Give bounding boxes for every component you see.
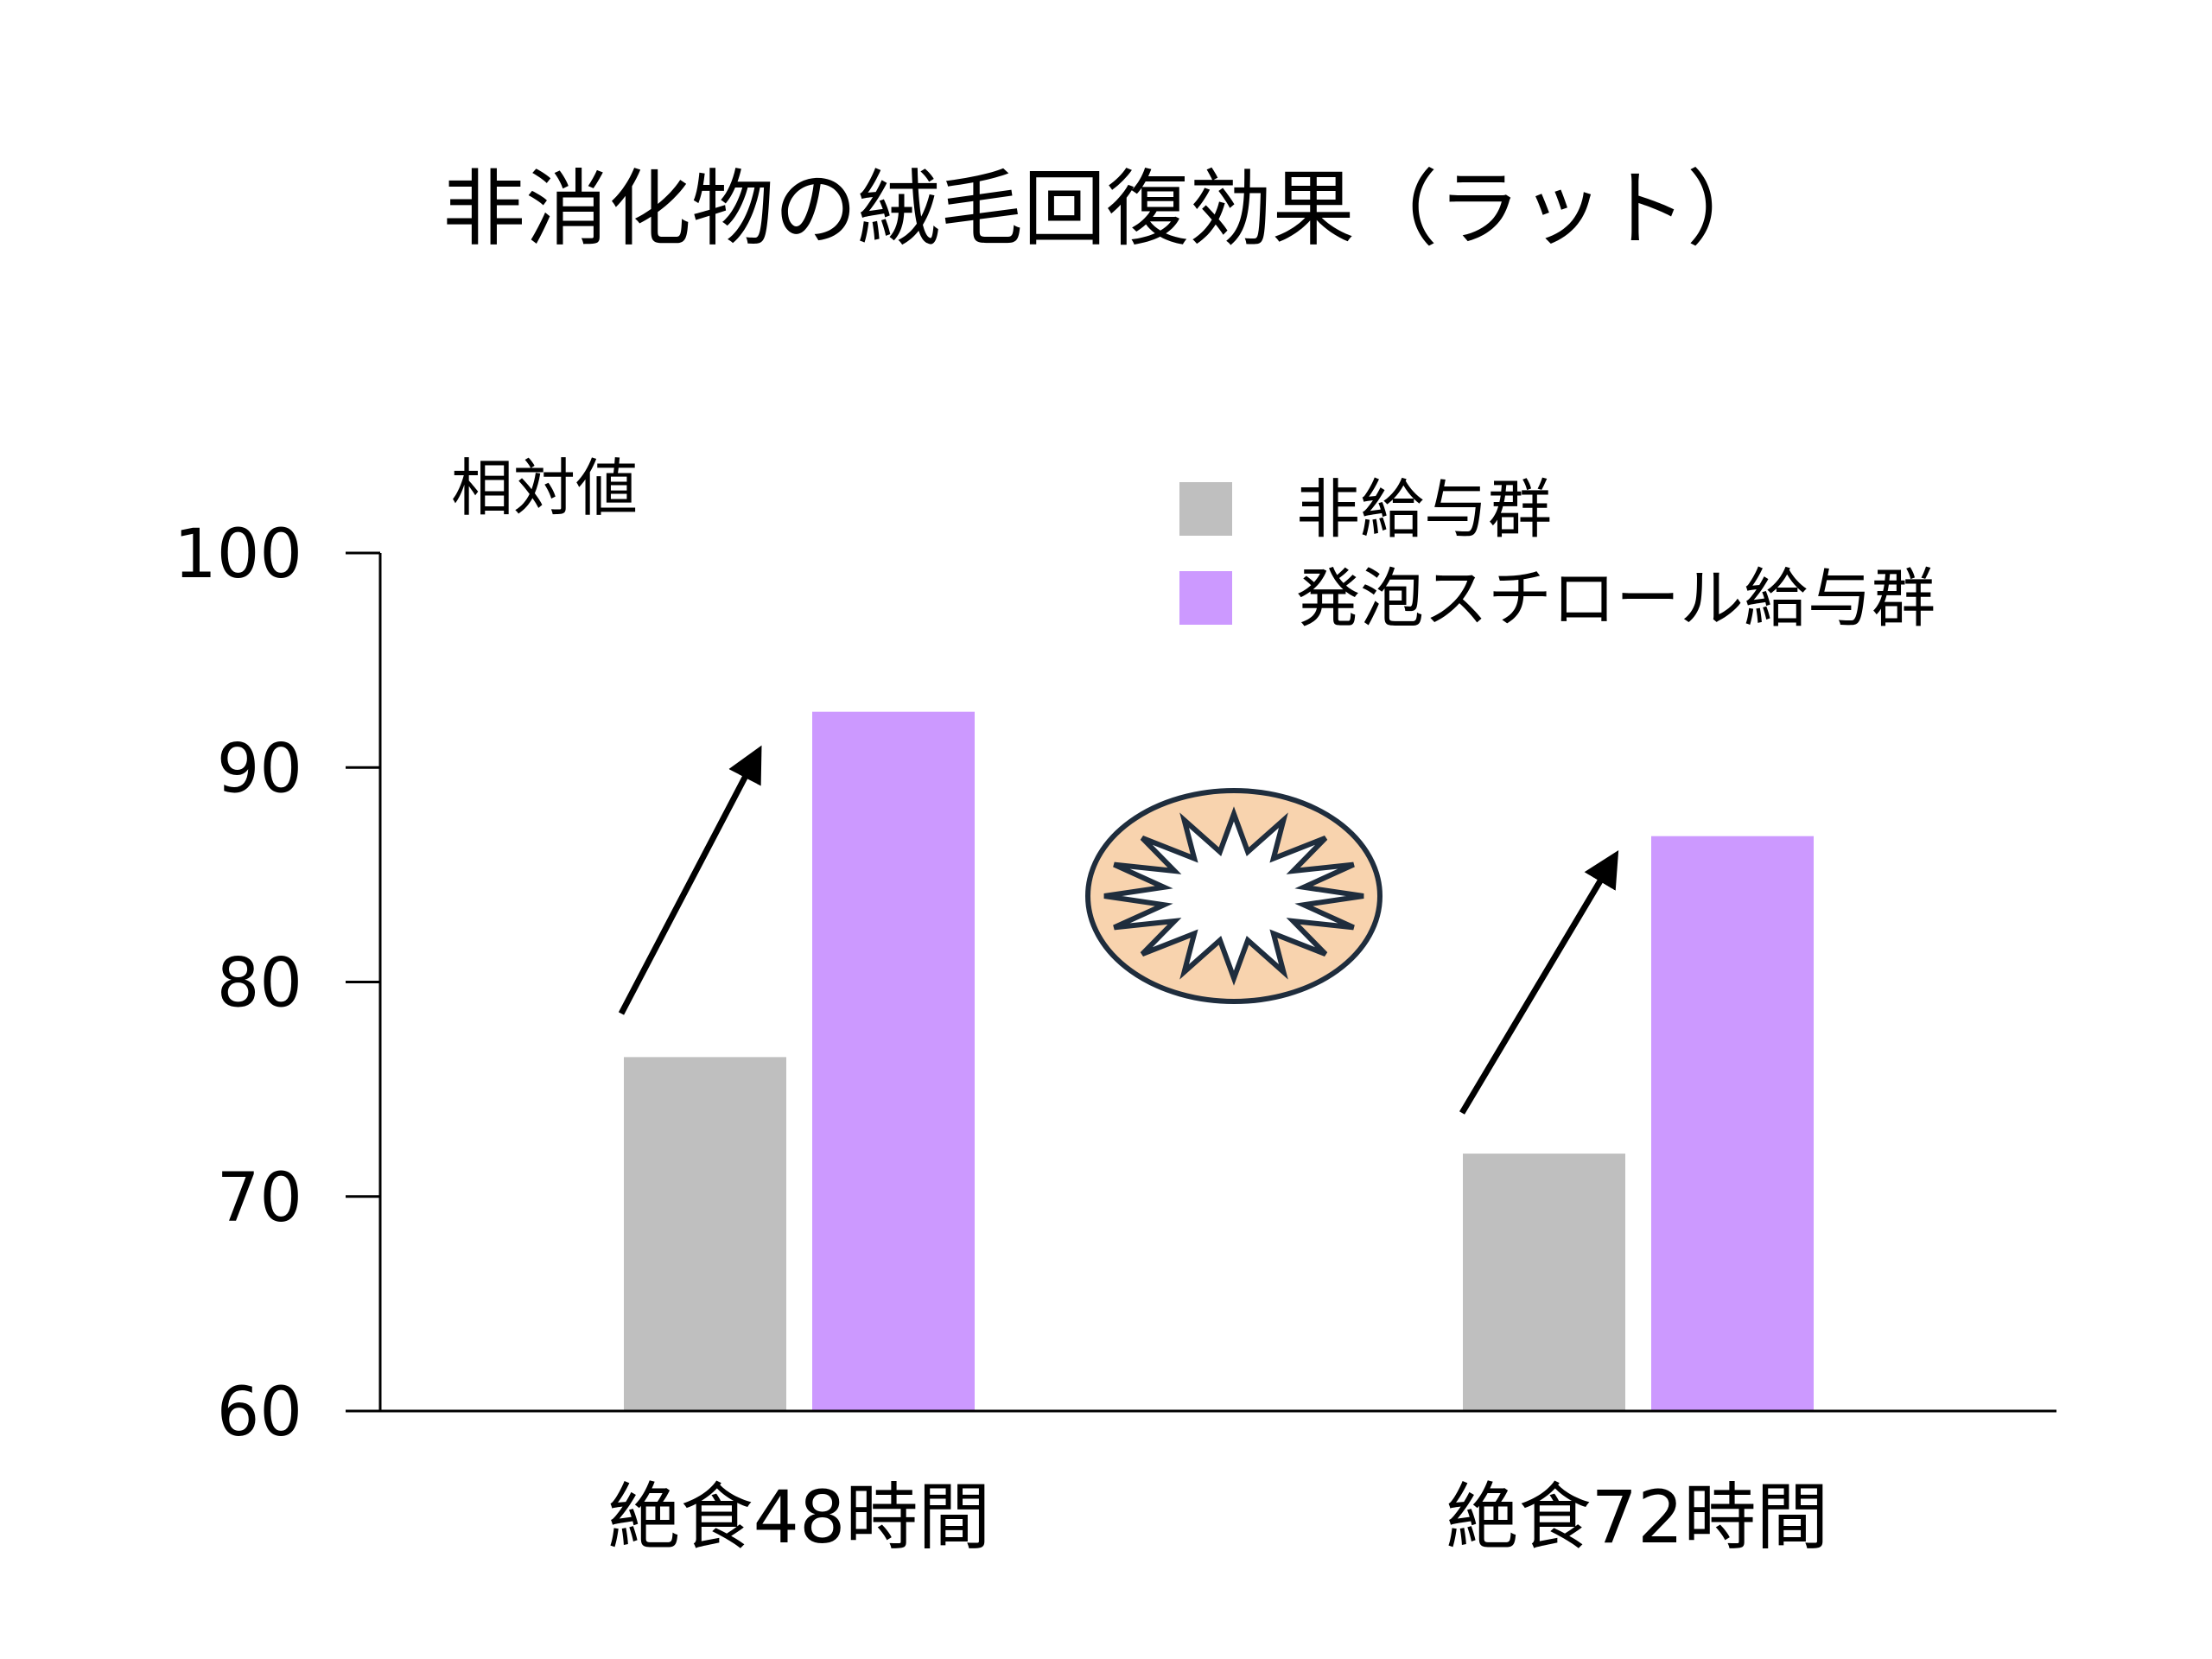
y-tick-label: 80 <box>217 945 302 1023</box>
category-label-72h: 絶食72時間 <box>1446 1475 1829 1560</box>
y-tick-label: 70 <box>217 1160 302 1237</box>
legend-label-non-fed: 非給与群 <box>1296 473 1552 547</box>
y-axis-label: 相対値 <box>451 452 638 524</box>
bar-non-fed-48h <box>624 1057 786 1411</box>
category-label-48h: 絶食48時間 <box>608 1475 991 1560</box>
y-tick-label: 90 <box>217 730 302 808</box>
arrow-up-72h-icon <box>1459 849 1619 1115</box>
legend-swatch-non-fed <box>1179 482 1232 536</box>
legend-label-styrofoam: 発泡スチロール給与群 <box>1296 562 1936 636</box>
chart-title: 非消化物の絨毛回復効果（ラット） <box>442 161 1770 257</box>
y-tick-label: 60 <box>217 1374 302 1452</box>
legend-swatch-styrofoam <box>1179 571 1232 625</box>
bar-styrofoam-48h <box>812 711 975 1411</box>
arrow-up-48h-icon <box>618 745 762 1015</box>
y-tick-label: 100 <box>174 516 302 594</box>
bar-styrofoam-72h <box>1651 836 1814 1411</box>
bar-non-fed-72h <box>1463 1154 1625 1411</box>
burst-ellipse-icon <box>1085 788 1382 1004</box>
